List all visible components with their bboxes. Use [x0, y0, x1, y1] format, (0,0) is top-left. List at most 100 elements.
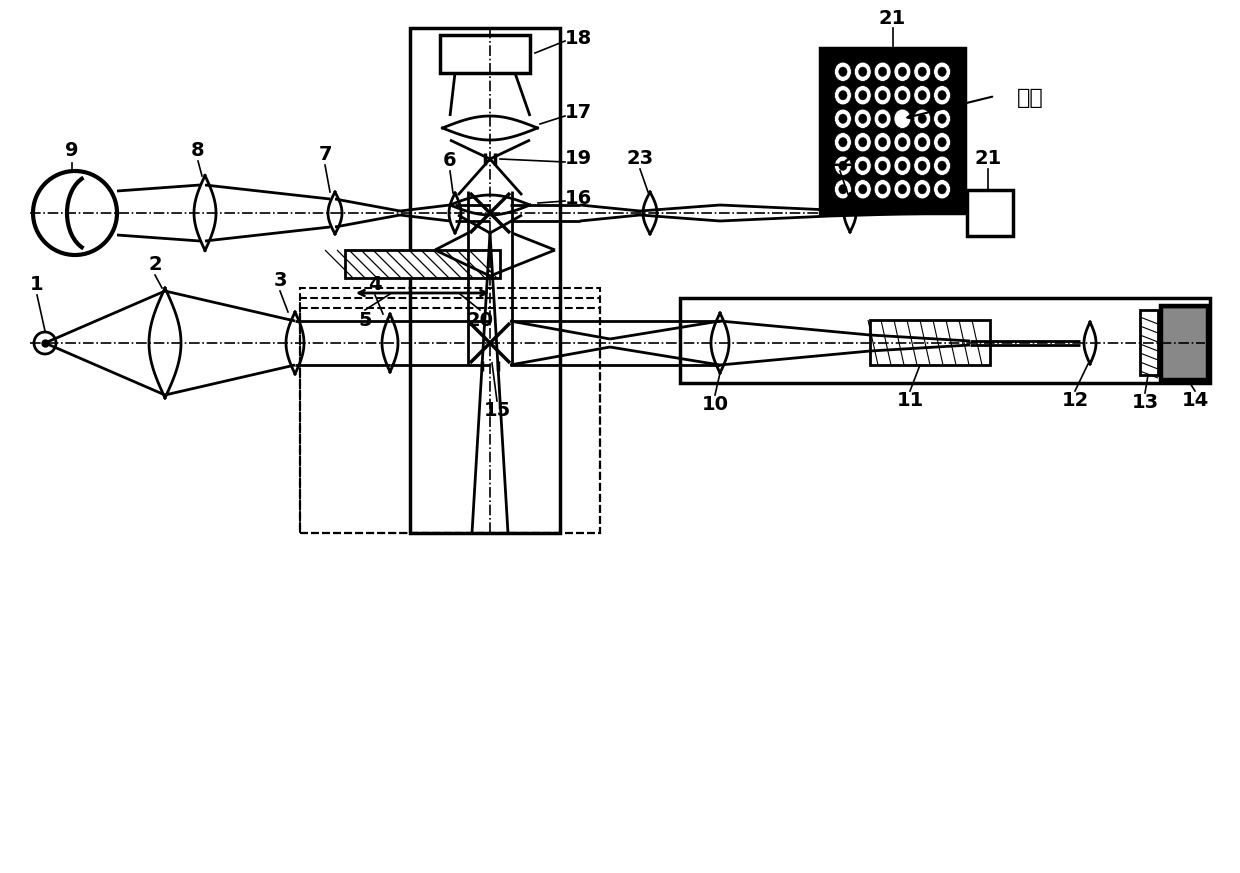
Ellipse shape: [878, 184, 887, 194]
Text: 14: 14: [1182, 391, 1209, 410]
Ellipse shape: [878, 114, 887, 123]
Ellipse shape: [894, 133, 911, 152]
Text: 2: 2: [149, 256, 161, 274]
Ellipse shape: [874, 180, 892, 199]
Ellipse shape: [894, 109, 911, 128]
Ellipse shape: [934, 109, 951, 128]
Ellipse shape: [898, 91, 906, 100]
Ellipse shape: [914, 62, 931, 81]
Ellipse shape: [854, 156, 872, 175]
Bar: [300, 298, 600, 533]
Ellipse shape: [854, 86, 872, 105]
Ellipse shape: [874, 109, 892, 128]
Ellipse shape: [835, 109, 852, 128]
Ellipse shape: [838, 184, 847, 194]
Text: 3: 3: [273, 272, 286, 291]
Ellipse shape: [894, 180, 911, 199]
Ellipse shape: [854, 180, 872, 199]
Ellipse shape: [835, 180, 852, 199]
Ellipse shape: [838, 161, 847, 170]
Ellipse shape: [838, 91, 847, 100]
Ellipse shape: [835, 156, 852, 175]
Text: 8: 8: [191, 141, 205, 161]
Ellipse shape: [934, 86, 951, 105]
Ellipse shape: [934, 62, 951, 81]
Bar: [1162, 307, 1207, 378]
Ellipse shape: [898, 114, 906, 123]
Ellipse shape: [918, 138, 926, 147]
Text: 7: 7: [319, 146, 332, 164]
Bar: [967, 190, 1013, 236]
Ellipse shape: [894, 156, 911, 175]
Text: 15: 15: [484, 402, 511, 421]
Text: 20: 20: [466, 311, 494, 329]
Bar: [300, 288, 600, 533]
Ellipse shape: [898, 138, 906, 147]
Ellipse shape: [918, 67, 926, 77]
Text: 18: 18: [564, 29, 591, 47]
Ellipse shape: [858, 161, 867, 170]
Text: 12: 12: [1061, 391, 1089, 410]
Text: 13: 13: [1131, 394, 1158, 413]
Ellipse shape: [874, 62, 892, 81]
Ellipse shape: [858, 184, 867, 194]
Text: 19: 19: [564, 149, 591, 168]
Ellipse shape: [918, 91, 926, 100]
Bar: [1159, 305, 1208, 380]
Ellipse shape: [838, 114, 847, 123]
Text: 9: 9: [66, 141, 79, 161]
Ellipse shape: [894, 62, 911, 81]
Ellipse shape: [878, 138, 887, 147]
Text: 16: 16: [564, 189, 591, 208]
Bar: [1140, 310, 1158, 375]
Ellipse shape: [874, 156, 892, 175]
Ellipse shape: [878, 161, 887, 170]
Ellipse shape: [858, 114, 867, 123]
Bar: [870, 320, 990, 365]
Text: 11: 11: [897, 391, 924, 410]
Text: 6: 6: [443, 152, 456, 170]
Text: 21: 21: [975, 148, 1002, 168]
Circle shape: [899, 115, 906, 122]
Ellipse shape: [854, 133, 872, 152]
Text: 22: 22: [826, 152, 853, 170]
Ellipse shape: [937, 114, 946, 123]
Text: 10: 10: [702, 395, 729, 415]
Ellipse shape: [838, 138, 847, 147]
Bar: [300, 308, 600, 533]
Ellipse shape: [937, 184, 946, 194]
Bar: [680, 298, 1210, 383]
Ellipse shape: [937, 138, 946, 147]
Text: 21: 21: [879, 9, 906, 28]
Text: 17: 17: [564, 104, 591, 122]
Ellipse shape: [914, 180, 931, 199]
Ellipse shape: [914, 86, 931, 105]
Ellipse shape: [858, 138, 867, 147]
Ellipse shape: [914, 109, 931, 128]
Ellipse shape: [894, 109, 911, 128]
Ellipse shape: [934, 133, 951, 152]
Ellipse shape: [898, 67, 906, 77]
Ellipse shape: [835, 62, 852, 81]
Ellipse shape: [838, 67, 847, 77]
Ellipse shape: [934, 156, 951, 175]
Bar: [345, 250, 500, 278]
Text: 23: 23: [626, 148, 653, 168]
Ellipse shape: [934, 180, 951, 199]
Ellipse shape: [898, 161, 906, 170]
Ellipse shape: [937, 91, 946, 100]
Ellipse shape: [854, 109, 872, 128]
Ellipse shape: [874, 86, 892, 105]
Ellipse shape: [835, 133, 852, 152]
Ellipse shape: [854, 62, 872, 81]
Bar: [820, 48, 965, 213]
Ellipse shape: [894, 86, 911, 105]
Ellipse shape: [918, 161, 926, 170]
Ellipse shape: [878, 91, 887, 100]
Ellipse shape: [858, 91, 867, 100]
Ellipse shape: [858, 67, 867, 77]
Ellipse shape: [878, 67, 887, 77]
Ellipse shape: [874, 133, 892, 152]
Ellipse shape: [914, 156, 931, 175]
Text: 4: 4: [368, 276, 382, 294]
